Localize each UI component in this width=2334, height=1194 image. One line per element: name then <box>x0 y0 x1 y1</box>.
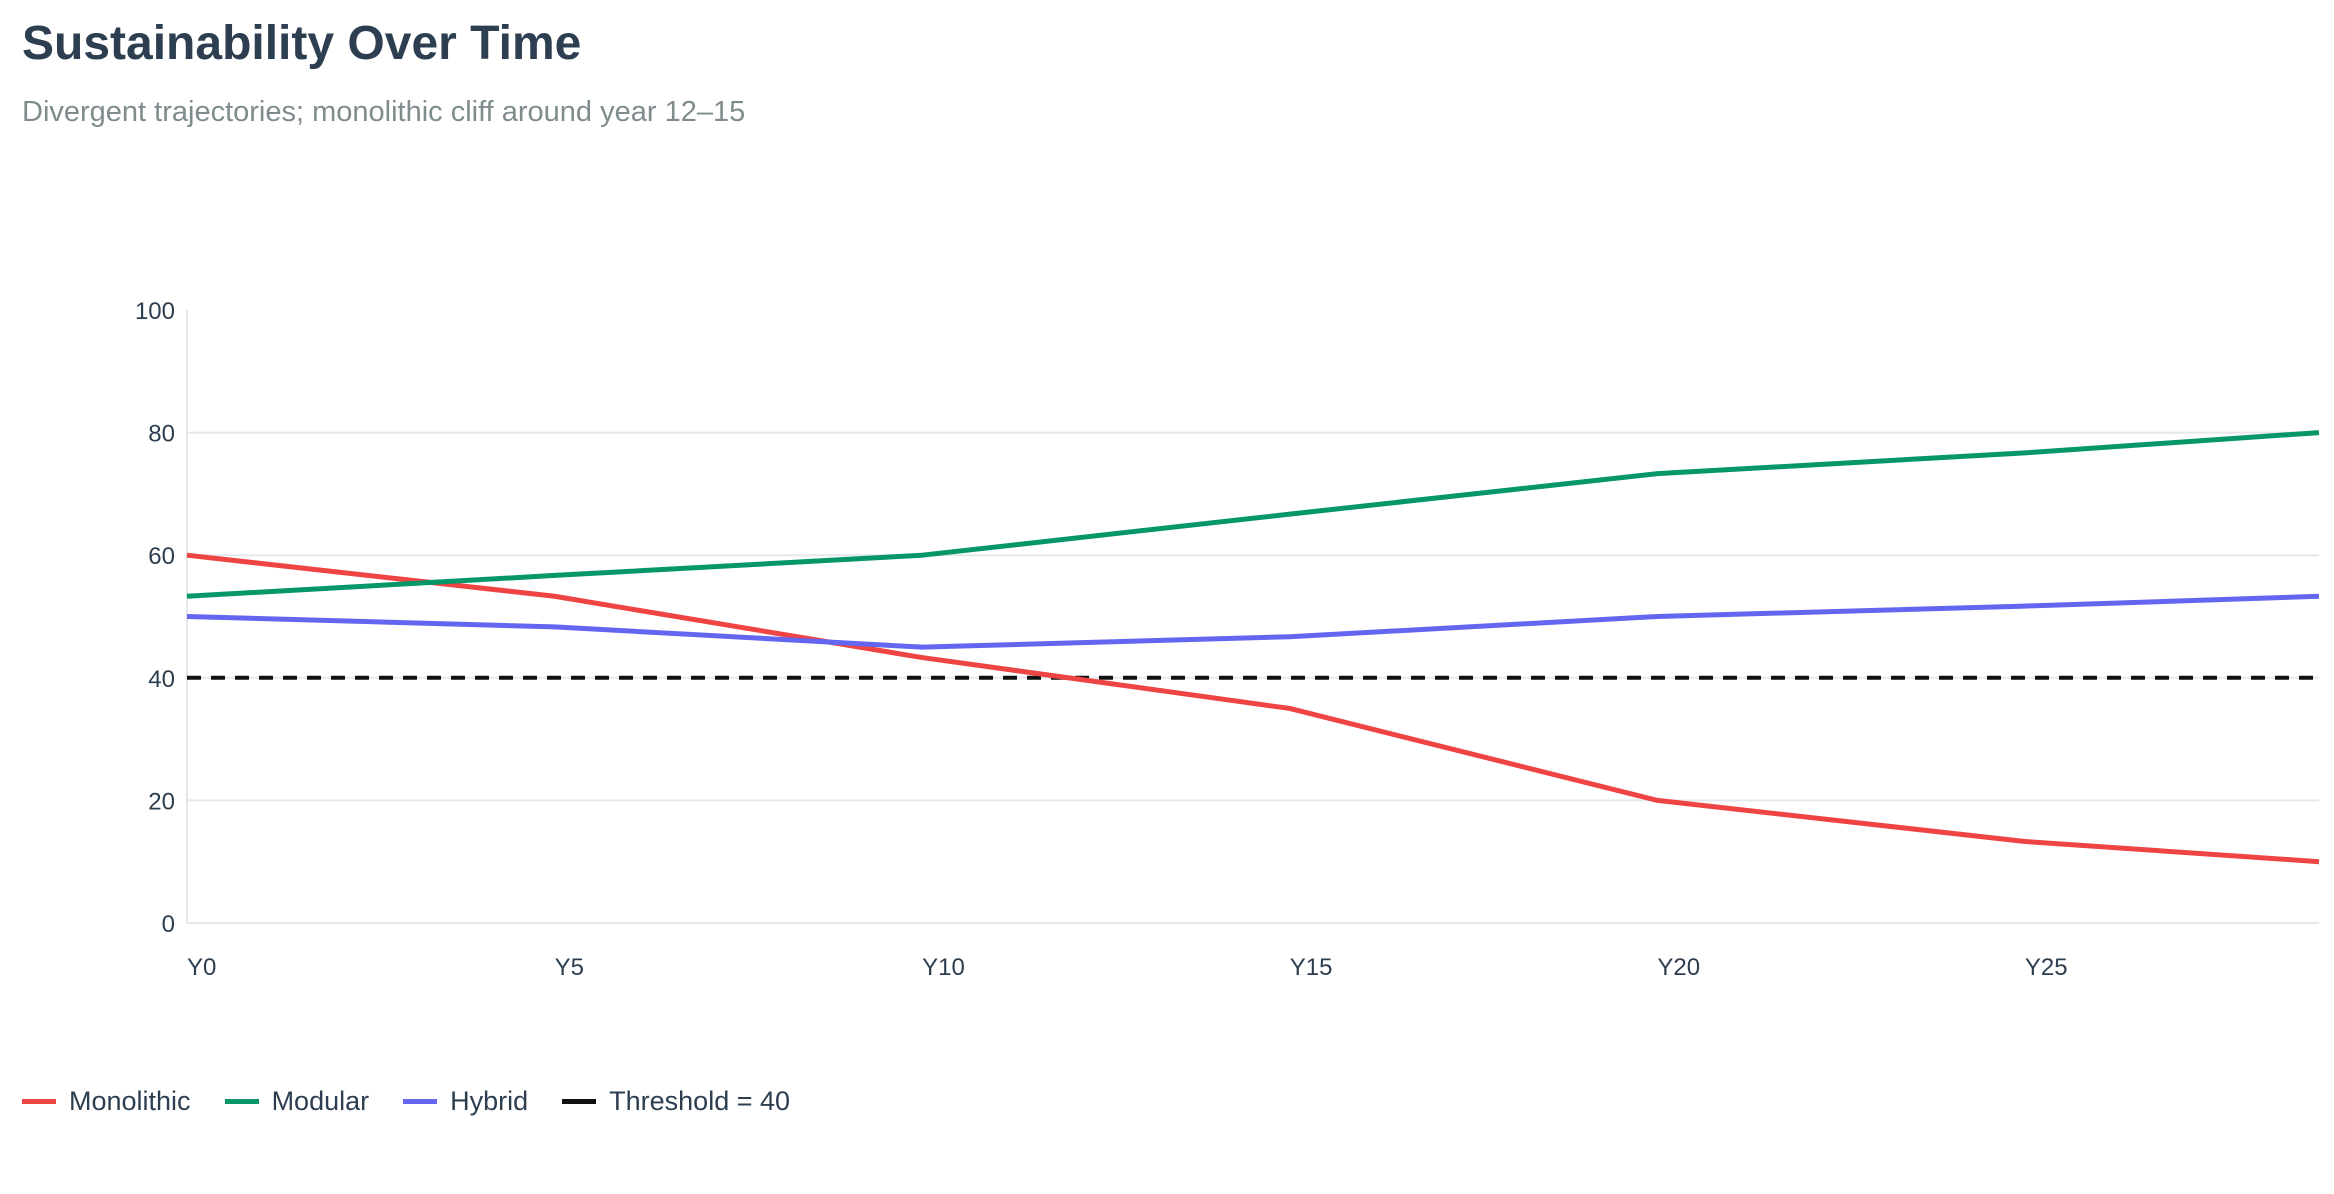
series-line-monolithic <box>186 552 2320 865</box>
y-tick-label: 80 <box>148 421 175 448</box>
legend-label: Threshold = 40 <box>609 1086 791 1116</box>
legend-swatch <box>22 1099 56 1104</box>
line-chart: 0 20 40 60 80 100 Y0 Y5 Y10 Y15 Y20 Y25 <box>135 298 2320 981</box>
legend-swatch <box>403 1099 438 1104</box>
legend-label: Monolithic <box>69 1086 191 1116</box>
series-line-hybrid <box>186 593 2320 650</box>
y-tick-label: 0 <box>162 911 175 938</box>
x-tick-label: Y10 <box>922 954 965 981</box>
chart-subtitle: Divergent trajectories; monolithic cliff… <box>22 96 746 128</box>
y-tick-label: 60 <box>148 543 175 570</box>
x-tick-label: Y25 <box>2025 954 2068 981</box>
legend-item: Modular <box>224 1086 370 1117</box>
chart-title: Sustainability Over Time <box>22 17 582 70</box>
legend-item: Threshold = 40 <box>562 1086 790 1117</box>
y-tick-label: 20 <box>148 788 175 815</box>
series-line-modular <box>186 430 2320 599</box>
legend-swatch <box>562 1099 597 1104</box>
legend-label: Modular <box>271 1086 370 1116</box>
legend-swatch <box>224 1099 259 1104</box>
legend-label: Hybrid <box>450 1086 529 1116</box>
y-tick-label: 40 <box>148 666 175 693</box>
x-tick-label: Y5 <box>555 954 584 981</box>
x-tick-label: Y0 <box>187 954 216 981</box>
x-tick-label: Y20 <box>1657 954 1700 981</box>
legend-item: Monolithic <box>22 1086 191 1117</box>
x-tick-label: Y15 <box>1290 954 1333 981</box>
legend-item: Hybrid <box>403 1086 528 1117</box>
legend: Monolithic Modular Hybrid Threshold = 40 <box>22 1086 824 1117</box>
y-tick-label: 100 <box>135 298 175 325</box>
